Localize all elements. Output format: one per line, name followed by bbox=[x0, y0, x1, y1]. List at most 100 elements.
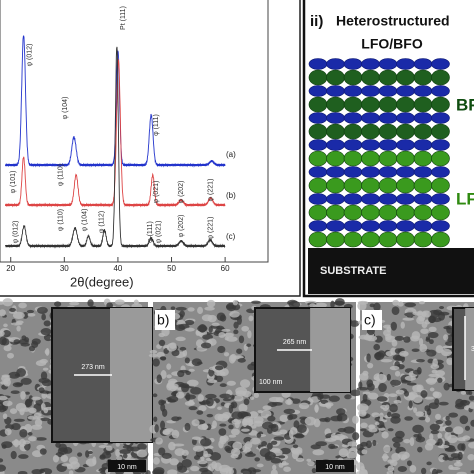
grain bbox=[25, 398, 33, 408]
grain bbox=[446, 357, 454, 366]
grain bbox=[191, 438, 197, 446]
grain bbox=[270, 469, 278, 474]
layer-grain bbox=[431, 193, 450, 205]
peak-label: φ (101) bbox=[10, 171, 17, 194]
grain bbox=[69, 301, 80, 306]
grain bbox=[99, 454, 106, 460]
grain bbox=[288, 300, 301, 309]
grain bbox=[16, 368, 27, 377]
grain bbox=[393, 442, 401, 448]
grain bbox=[31, 396, 41, 401]
layer-grain bbox=[413, 58, 433, 70]
grain bbox=[201, 469, 213, 474]
grain bbox=[373, 343, 381, 351]
layer-grain bbox=[326, 96, 345, 113]
grain bbox=[191, 436, 201, 440]
grain bbox=[469, 402, 474, 410]
grain bbox=[382, 453, 389, 462]
grain bbox=[470, 470, 474, 474]
layer-grain bbox=[431, 123, 450, 140]
label-box bbox=[362, 310, 382, 330]
x-tick-label: 50 bbox=[167, 264, 176, 273]
grain bbox=[380, 358, 393, 363]
grain bbox=[122, 453, 128, 459]
grain bbox=[230, 394, 235, 400]
schematic-border bbox=[302, 0, 474, 298]
peak-label: φ (104) bbox=[62, 97, 69, 120]
layer-grain bbox=[343, 112, 363, 124]
layer-grain bbox=[378, 85, 398, 97]
grain bbox=[257, 409, 263, 414]
grain bbox=[198, 405, 207, 412]
grain bbox=[205, 393, 217, 399]
grain bbox=[287, 414, 294, 421]
grain bbox=[365, 335, 378, 342]
grain bbox=[283, 408, 296, 415]
inset-scale: 273 nm bbox=[81, 364, 105, 371]
trace-label: (b) bbox=[226, 191, 236, 200]
layer-grain bbox=[308, 220, 328, 232]
grain bbox=[449, 466, 461, 471]
grain bbox=[52, 454, 60, 463]
x-tick-label: 20 bbox=[6, 264, 15, 273]
grain bbox=[152, 457, 160, 465]
grain bbox=[160, 403, 166, 412]
layer-grain bbox=[413, 139, 433, 151]
grain bbox=[387, 411, 392, 418]
grain bbox=[278, 455, 286, 459]
grain bbox=[367, 362, 374, 369]
grain bbox=[119, 449, 131, 455]
grain bbox=[156, 374, 162, 383]
layer-grain bbox=[343, 69, 363, 86]
grain bbox=[184, 394, 197, 400]
grain bbox=[387, 465, 395, 472]
grain bbox=[122, 445, 132, 449]
peak-label: φ (111) bbox=[153, 114, 160, 136]
grain bbox=[27, 313, 36, 317]
grain bbox=[365, 440, 372, 449]
grain bbox=[219, 393, 232, 399]
inset-substrate bbox=[110, 308, 152, 442]
panel-label: b) bbox=[157, 312, 169, 328]
grain bbox=[2, 330, 11, 338]
grain bbox=[176, 391, 185, 399]
layer-grain bbox=[431, 85, 450, 97]
layer-grain bbox=[308, 85, 328, 97]
grain bbox=[169, 458, 179, 466]
grain bbox=[314, 405, 319, 412]
grain bbox=[413, 407, 418, 413]
grain bbox=[11, 439, 22, 446]
grain bbox=[179, 310, 185, 318]
layer-grain bbox=[431, 220, 450, 232]
grain bbox=[16, 325, 21, 332]
grain bbox=[0, 464, 6, 472]
layer-grain bbox=[343, 220, 363, 232]
grain bbox=[412, 394, 423, 404]
grain bbox=[27, 431, 33, 436]
grain bbox=[249, 396, 255, 400]
grain bbox=[286, 398, 292, 405]
grain bbox=[98, 445, 108, 449]
grain bbox=[197, 424, 209, 430]
grain bbox=[406, 382, 417, 386]
grain bbox=[170, 306, 176, 310]
grain bbox=[389, 459, 398, 467]
grain bbox=[437, 438, 443, 446]
layer-grain bbox=[308, 166, 328, 178]
layer-grain bbox=[378, 96, 398, 113]
grain bbox=[386, 470, 394, 474]
layer-grain bbox=[396, 177, 415, 194]
grain bbox=[88, 450, 93, 455]
layer-grain bbox=[413, 231, 433, 248]
grain bbox=[184, 422, 191, 432]
peak-label: φ (012) bbox=[12, 221, 19, 244]
grain bbox=[9, 307, 16, 312]
grain bbox=[36, 306, 48, 314]
grain bbox=[181, 384, 189, 393]
grain bbox=[393, 399, 402, 404]
grain bbox=[438, 426, 445, 432]
grain bbox=[2, 298, 14, 307]
peak-label: φ (104) bbox=[81, 209, 88, 232]
grain bbox=[223, 352, 230, 357]
grain bbox=[2, 400, 13, 407]
